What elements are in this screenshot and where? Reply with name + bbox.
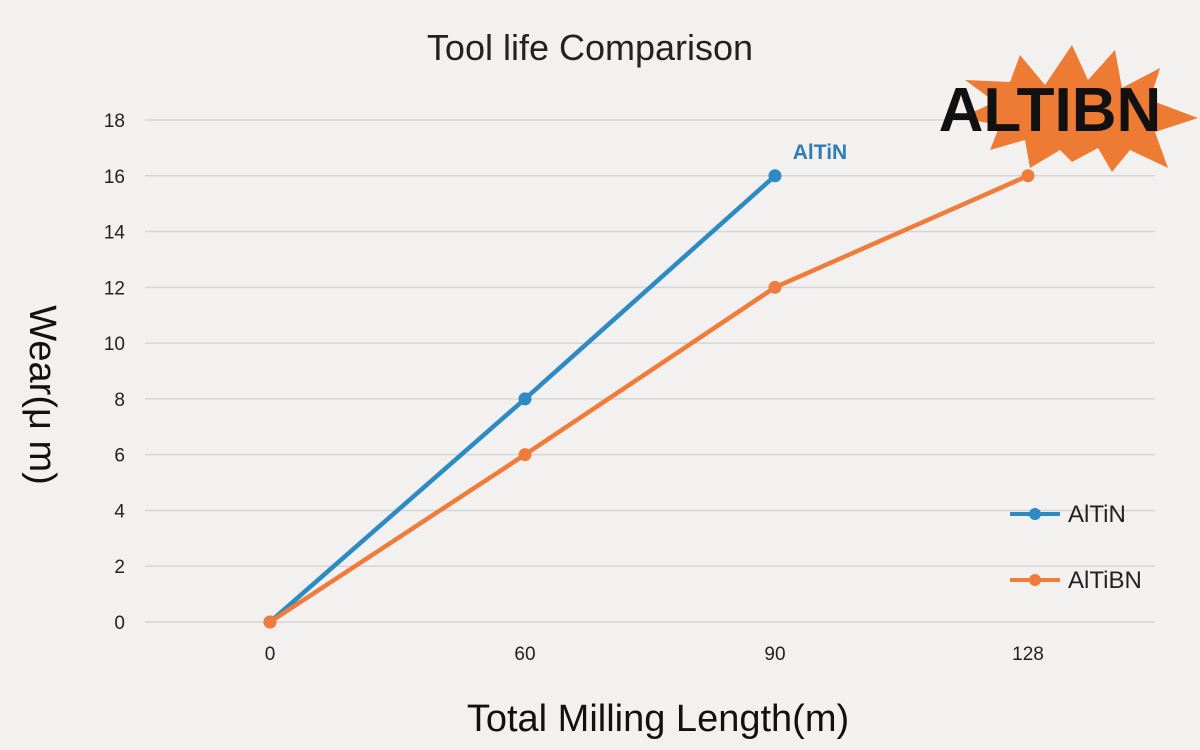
y-axis-title: Wear(μ m): [21, 305, 63, 485]
y-tick-label-2: 2: [114, 557, 125, 578]
y-tick-label-8: 8: [114, 390, 125, 411]
point-altin-90: [768, 169, 782, 183]
series-line-altibn: [267, 173, 1031, 625]
x-tick-label-90: 90: [764, 644, 785, 665]
point-altibn-0: [263, 615, 277, 629]
y-tick-label-16: 16: [104, 167, 125, 188]
y-tick-label-0: 0: [114, 613, 125, 634]
altibn-starburst-badge: ALTIBN: [939, 45, 1198, 172]
legend-label-altin: AlTiN: [1068, 501, 1126, 528]
badge-label: ALTIBN: [939, 76, 1162, 145]
x-tick-label-128: 128: [1012, 644, 1044, 665]
legend: AlTiN AlTiBN: [1010, 501, 1142, 594]
y-tick-label-6: 6: [114, 446, 125, 467]
starburst-shape: [960, 45, 1198, 172]
legend-item-altin: AlTiN: [1010, 501, 1126, 528]
x-tick-labels: 0 60 90 128: [265, 644, 1044, 665]
point-altibn-60: [518, 448, 532, 462]
y-tick-label-14: 14: [104, 223, 126, 244]
x-tick-label-60: 60: [514, 644, 535, 665]
point-altibn-90: [768, 280, 782, 294]
annotation-label-altin: AlTiN: [793, 141, 847, 164]
point-altibn-128: [1021, 169, 1035, 183]
legend-label-altibn: AlTiBN: [1068, 567, 1142, 594]
point-altin-60: [518, 392, 532, 406]
chart-title: Tool life Comparison: [427, 27, 753, 68]
legend-marker-altin: [1029, 508, 1041, 520]
y-tick-label-18: 18: [104, 111, 125, 132]
y-tick-label-4: 4: [114, 501, 125, 522]
series-lines: [263, 169, 1035, 629]
legend-marker-altibn: [1029, 574, 1041, 586]
y-tick-label-10: 10: [104, 334, 125, 355]
x-tick-label-0: 0: [265, 644, 276, 665]
y-tick-label-12: 12: [104, 278, 125, 299]
annotations: AlTiN: [793, 141, 847, 164]
y-tick-labels: 0 2 4 6 8 10 12 14 16 18: [104, 111, 126, 634]
x-axis-title: Total Milling Length(m): [467, 698, 849, 740]
legend-item-altibn: AlTiBN: [1010, 567, 1142, 594]
